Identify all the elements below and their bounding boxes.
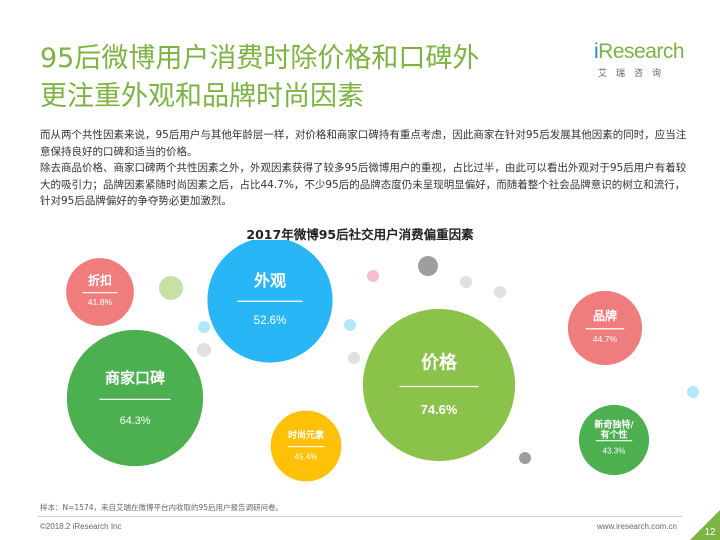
bubble-0: 折扣 41.8% bbox=[66, 258, 134, 326]
bubble-circle bbox=[362, 308, 516, 462]
bubble-name-label: 商家口碑 bbox=[105, 369, 165, 387]
decorative-dot bbox=[494, 286, 506, 298]
bubble-circle bbox=[270, 410, 342, 482]
page-title-line-1: 95后微博用户消费时除价格和口碑外 bbox=[40, 43, 480, 74]
bubble-value-label: 52.6% bbox=[254, 315, 287, 327]
footer-divider bbox=[38, 516, 682, 517]
decorative-dot bbox=[159, 276, 183, 300]
bubble-value-label: 44.7% bbox=[593, 334, 618, 344]
bubble-name-label: 时尚元素 bbox=[288, 429, 324, 441]
bubble-name-label: 品牌 bbox=[593, 308, 617, 323]
iresearch-logo: iResearch 艾瑞咨询 bbox=[594, 40, 686, 88]
copyright: ©2018.2 iResearch Inc bbox=[40, 522, 122, 531]
paragraph-2: 除去商品价格、商家口碑两个共性因素之外，外观因素获得了较多95后微博用户的重视，… bbox=[40, 162, 687, 207]
logo-brand-rest: Research bbox=[598, 40, 685, 63]
decorative-dot bbox=[519, 452, 531, 464]
logo-subtitle: 艾瑞咨询 bbox=[598, 69, 671, 79]
decorative-dot bbox=[687, 386, 699, 398]
bubble-1: 外观 52.6% bbox=[207, 240, 333, 363]
bubble-5: 时尚元素 45.4% bbox=[270, 410, 342, 482]
footnote: 样本：N=1574，来自艾瑞在微博平台内收取的95后用户报告调研问卷。 bbox=[40, 503, 284, 512]
bubble-circle bbox=[567, 290, 643, 366]
bubble-name-label: 有个性 bbox=[600, 429, 627, 441]
bubble-name-label: 折扣 bbox=[88, 273, 112, 288]
bubble-name-label: 外观 bbox=[253, 271, 286, 290]
decorative-dot bbox=[348, 352, 360, 364]
decorative-dot bbox=[197, 343, 211, 357]
bubble-value-label: 45.4% bbox=[295, 452, 318, 461]
page-number: 12 bbox=[704, 527, 716, 538]
bubble-3: 商家口碑 64.3% bbox=[66, 329, 204, 467]
bubble-name-label: 价格 bbox=[421, 351, 458, 373]
bubble-circle bbox=[66, 329, 204, 467]
logo-brand-prefix: i bbox=[594, 40, 599, 63]
page-title-line-2: 更注重外观和品牌时尚因素 bbox=[40, 81, 364, 112]
decorative-dot bbox=[367, 270, 379, 282]
logo-brand: iResearch bbox=[594, 40, 686, 64]
bubble-name-label: 新奇独特/ bbox=[594, 418, 634, 430]
bubble-circle bbox=[578, 404, 650, 476]
bubble-value-label: 41.8% bbox=[88, 297, 113, 307]
bubble-4: 价格 74.6% bbox=[362, 308, 516, 462]
bubble-value-label: 74.6% bbox=[421, 402, 458, 417]
decorative-dot bbox=[344, 319, 356, 331]
decorative-dot bbox=[460, 276, 472, 288]
paragraph-1: 而从两个共性因素来说，95后用户与其他年龄层一样，对价格和商家口碑持有重点考虑，… bbox=[40, 129, 687, 158]
body-text: 而从两个共性因素来说，95后用户与其他年龄层一样，对价格和商家口碑持有重点考虑，… bbox=[40, 127, 688, 210]
chart-title: 2017年微博95后社交用户消费偏重因素 bbox=[246, 227, 474, 242]
bubble-2: 品牌 44.7% bbox=[567, 290, 643, 366]
website: www.iresearch.com.cn bbox=[596, 522, 677, 531]
bubble-6: 新奇独特/有个性 43.3% bbox=[578, 404, 650, 476]
page-title: 95后微博用户消费时除价格和口碑外 更注重外观和品牌时尚因素 bbox=[40, 40, 580, 116]
page-number-badge: 12 bbox=[690, 510, 720, 540]
bubble-circle bbox=[66, 258, 134, 326]
bubble-value-label: 64.3% bbox=[120, 415, 151, 427]
bubble-chart: 折扣 41.8% 外观 52.6% 品牌 44.7% 商家口碑 64.3% 价格 74.6% 时尚元… bbox=[66, 240, 699, 482]
decorative-dot bbox=[198, 321, 210, 333]
bubble-value-label: 43.3% bbox=[603, 446, 626, 455]
decorative-dot bbox=[418, 256, 438, 276]
